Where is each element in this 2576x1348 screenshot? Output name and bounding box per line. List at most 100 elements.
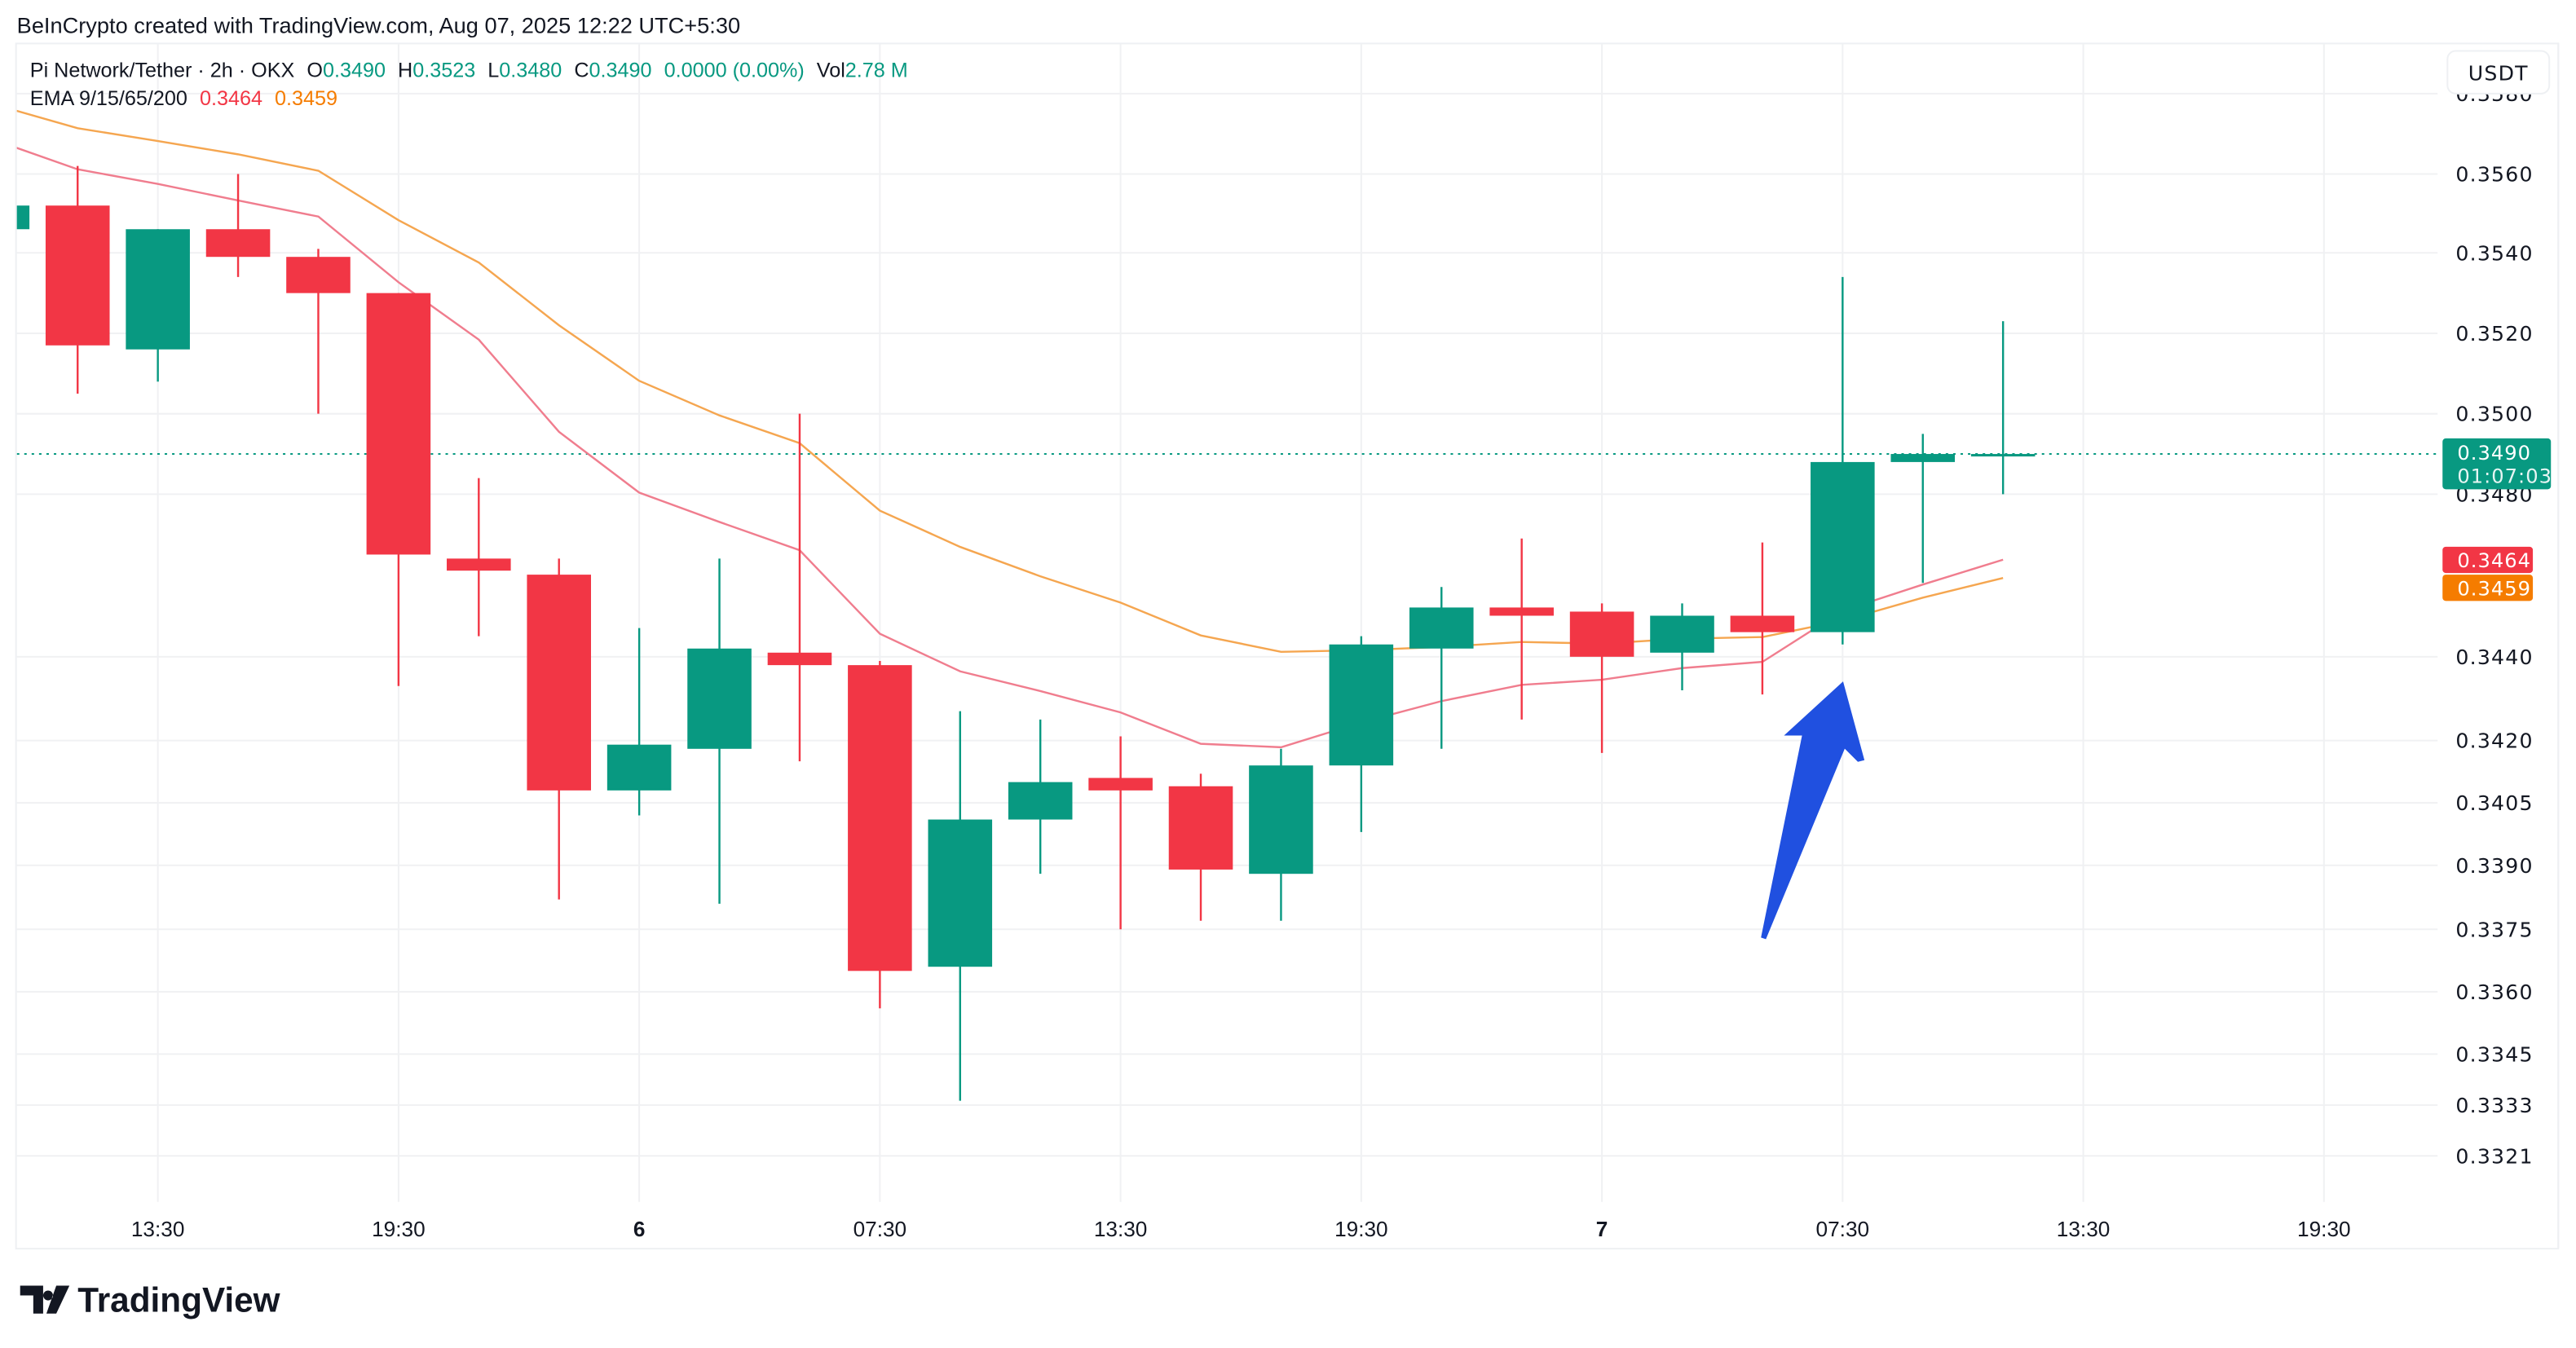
candle[interactable] (1730, 542, 1795, 695)
price-axis[interactable]: 0.35800.35600.35400.35200.35000.34800.34… (2455, 82, 2533, 1168)
last-price-label: 0.3490 01:07:03 (2442, 438, 2552, 490)
attribution-text: BeInCrypto created with TradingView.com,… (17, 12, 740, 37)
candle[interactable] (0, 205, 30, 230)
ema-label: EMA 9/15/65/200 (30, 87, 187, 110)
candle-body (286, 257, 351, 293)
candle[interactable] (286, 249, 351, 414)
time-tick-label: 19:30 (1334, 1217, 1388, 1241)
high-label: H (398, 59, 412, 82)
currency-button-bg[interactable] (2446, 50, 2551, 95)
time-axis[interactable]: 13:30 19:30 6 07:30 13:30 19:30 7 07:30 13:30 19:… (131, 1217, 2351, 1241)
tradingview-logo[interactable]: TradingView (20, 1281, 280, 1319)
ema-fast-price-value: 0.3464 (2457, 549, 2531, 572)
candle[interactable] (447, 478, 511, 637)
candle-body (527, 575, 591, 791)
candle-body (1730, 615, 1795, 632)
candle[interactable] (126, 229, 190, 382)
price-tick-label: 0.3390 (2455, 854, 2533, 878)
candle[interactable] (1890, 434, 1956, 584)
price-tick-label: 0.3360 (2455, 980, 2533, 1004)
low-label: L (487, 59, 499, 82)
ema-slow-value: 0.3459 (275, 87, 337, 110)
low-value: 0.3480 (499, 59, 562, 82)
time-tick-label: 07:30 (854, 1217, 907, 1241)
candle-body (205, 229, 271, 258)
change-value: 0.0000 (0.00%) (664, 59, 805, 82)
candle-body (447, 558, 511, 571)
ema-fast-value: 0.3464 (200, 87, 262, 110)
candle[interactable] (1088, 736, 1153, 930)
time-tick-label: 6 (633, 1217, 646, 1241)
candle[interactable] (1811, 276, 1875, 645)
candle[interactable] (607, 628, 672, 816)
symbol-label[interactable]: Pi Network/Tether · 2h · OKX (30, 59, 295, 82)
ema-fast-price-label: 0.3464 (2442, 546, 2534, 574)
candle-body (366, 293, 431, 555)
time-tick-label: 19:30 (2297, 1217, 2351, 1241)
candle[interactable] (527, 558, 591, 900)
currency-button[interactable]: USDT (2446, 50, 2551, 95)
candle-body (1970, 454, 2036, 457)
candle[interactable] (1249, 748, 1313, 921)
candle[interactable] (1168, 773, 1233, 921)
candle[interactable] (1489, 538, 1554, 720)
time-tick-label: 19:30 (372, 1217, 426, 1241)
ema-legend[interactable]: EMA 9/15/65/200 0.3464 0.3459 (30, 87, 337, 110)
grid (16, 44, 2438, 1202)
candle-body (607, 744, 672, 791)
candle-body (848, 665, 912, 971)
open-label: O (307, 59, 323, 82)
candle[interactable] (687, 558, 752, 904)
price-tick-label: 0.3560 (2455, 163, 2533, 187)
candle[interactable] (767, 413, 832, 762)
candle[interactable] (1970, 321, 2036, 495)
price-tick-label: 0.3375 (2455, 918, 2533, 941)
candle-body (16, 205, 30, 230)
currency-button-label[interactable]: USDT (2468, 62, 2529, 86)
candle[interactable] (205, 174, 271, 277)
candle[interactable] (1650, 603, 1714, 690)
price-tick-label: 0.3321 (2455, 1144, 2533, 1168)
candle[interactable] (45, 165, 110, 394)
ema-slow-price-value: 0.3459 (2457, 577, 2531, 600)
candle-body (687, 648, 752, 749)
candle[interactable] (366, 293, 431, 686)
high-value: 0.3523 (412, 59, 475, 82)
open-value: 0.3490 (323, 59, 386, 82)
candle-body (1008, 782, 1073, 820)
last-price-box (2442, 438, 2552, 490)
tradingview-logo-text: TradingView (77, 1281, 280, 1319)
tradingview-logo-icon (20, 1285, 70, 1314)
close-label: C (574, 59, 589, 82)
time-tick-label: 13:30 (2057, 1217, 2111, 1241)
ema-fast-line (16, 147, 2004, 749)
candle-body (928, 819, 993, 967)
volume-value: 2.78 M (845, 59, 908, 82)
candle-body (767, 652, 832, 666)
price-tick-label: 0.3420 (2455, 729, 2533, 753)
candle[interactable] (928, 711, 993, 1101)
candle-body (126, 229, 190, 350)
time-tick-label: 07:30 (1816, 1217, 1870, 1241)
price-tick-label: 0.3520 (2455, 322, 2533, 346)
ema-fast-price-box (2442, 546, 2534, 574)
candles[interactable] (0, 165, 2036, 1101)
price-tick-label: 0.3500 (2455, 403, 2533, 426)
candle[interactable] (848, 660, 912, 1009)
candle[interactable] (1409, 587, 1474, 749)
candle[interactable] (1569, 603, 1634, 753)
candle[interactable] (1329, 636, 1394, 832)
ema-slow-price-box (2442, 575, 2534, 601)
candle[interactable] (1008, 719, 1073, 874)
candle-body (1168, 786, 1233, 870)
candle-body (1489, 607, 1554, 616)
candle-body (45, 205, 110, 346)
bar-countdown: 01:07:03 (2457, 465, 2552, 487)
candle-body (1249, 765, 1313, 874)
price-tick-label: 0.3333 (2455, 1094, 2533, 1117)
last-price-value: 0.3490 (2457, 442, 2531, 465)
time-tick-label: 7 (1596, 1217, 1608, 1241)
candle-body (1088, 778, 1153, 791)
time-tick-label: 13:30 (1094, 1217, 1148, 1241)
